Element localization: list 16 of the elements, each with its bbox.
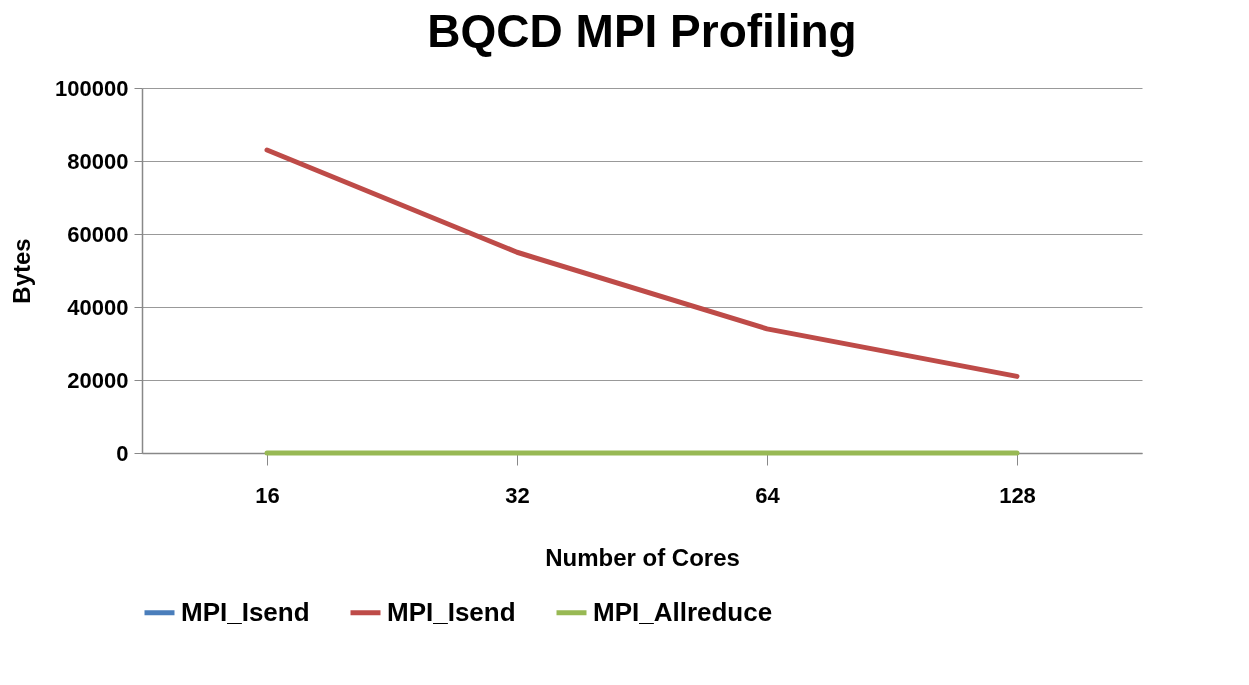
- x-tick-label: 16: [255, 482, 280, 508]
- y-axis-title: Bytes: [8, 238, 36, 304]
- y-tick-label: 60000: [67, 221, 129, 247]
- x-tick-label: 32: [505, 482, 530, 508]
- legend-label: MPI_Allreduce: [593, 596, 773, 627]
- y-tick-label: 40000: [67, 294, 129, 320]
- y-tick-label: 100000: [55, 75, 129, 101]
- legend-label: MPI_Isend: [181, 596, 310, 627]
- y-tick-label: 0: [116, 440, 129, 466]
- chart-title: BQCD MPI Profiling: [427, 5, 857, 57]
- x-axis-title: Number of Cores: [545, 543, 740, 571]
- x-tick-label: 64: [755, 482, 781, 508]
- legend-label: MPI_Isend: [387, 596, 516, 627]
- x-tick-label: 128: [999, 482, 1036, 508]
- y-tick-label: 20000: [67, 367, 129, 393]
- y-tick-label: 80000: [67, 148, 129, 174]
